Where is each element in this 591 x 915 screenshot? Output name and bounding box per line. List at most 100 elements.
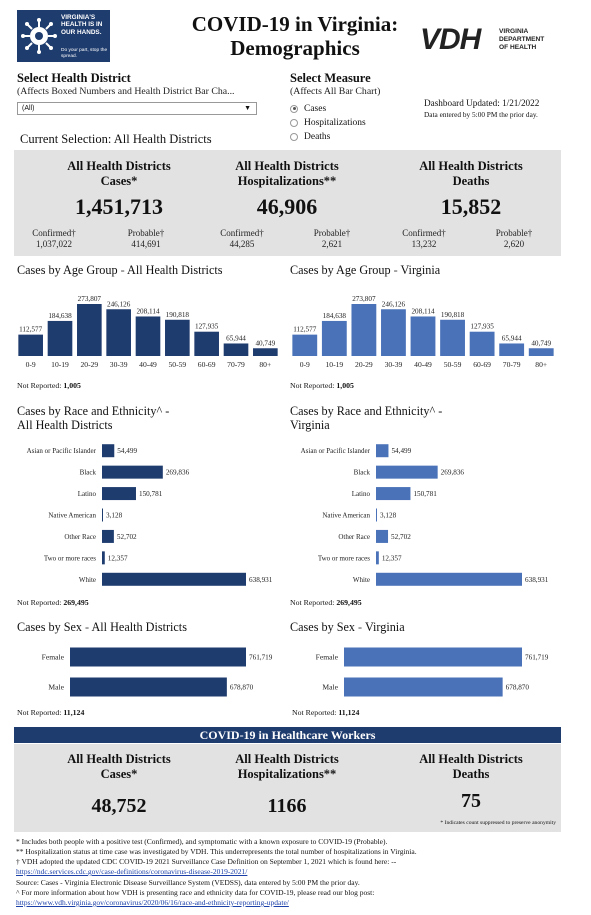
hospitalizations-stat: All Health Districts Hospitalizations** … bbox=[212, 159, 362, 220]
category-label: 60-69 bbox=[473, 360, 491, 369]
category-label: Latino bbox=[78, 490, 97, 498]
confirmed-value: 44,285 bbox=[229, 239, 255, 249]
bar bbox=[292, 334, 318, 356]
radio-selected-icon[interactable] bbox=[290, 104, 298, 113]
bar bbox=[47, 320, 73, 356]
measure-option-hospitalizations[interactable]: Hospitalizations bbox=[290, 116, 366, 129]
probable-label: Probable† bbox=[127, 228, 165, 238]
data-label: 761,719 bbox=[525, 654, 549, 662]
not-reported-label: Not Reported: bbox=[17, 708, 62, 717]
data-label: 208,114 bbox=[136, 307, 159, 315]
race-right-title: Cases by Race and Ethnicity^ - Virginia bbox=[290, 404, 442, 432]
hospitalizations-confirmed: Confirmed† 44,285 bbox=[212, 228, 272, 250]
hcw-hospitalizations-stat: All Health Districts Hospitalizations** … bbox=[212, 752, 362, 819]
footnote-cases: * Includes both people with a positive t… bbox=[16, 837, 388, 846]
deaths-stat: All Health Districts Deaths 15,852 bbox=[396, 159, 546, 220]
vdh-logo-text: VIRGINIA DEPARTMENT OF HEALTH bbox=[499, 28, 545, 51]
section-title-suffix: Virginia bbox=[364, 620, 405, 634]
data-label: 184,638 bbox=[48, 312, 72, 320]
section-title-line2: All Health Districts bbox=[17, 418, 113, 432]
data-label: 52,702 bbox=[117, 533, 137, 541]
data-label: 12,357 bbox=[382, 554, 402, 562]
current-selection: Current Selection: All Health Districts bbox=[20, 132, 212, 146]
data-label: 208,114 bbox=[411, 307, 434, 315]
data-label: 3,128 bbox=[106, 512, 123, 520]
category-label: 50-59 bbox=[168, 360, 186, 369]
category-label: Female bbox=[316, 653, 339, 662]
chevron-down-icon: ▼ bbox=[244, 105, 251, 112]
not-reported-label: Not Reported: bbox=[17, 598, 62, 607]
bar bbox=[376, 529, 389, 543]
vdh-logo-letters: VDH bbox=[420, 23, 481, 56]
data-label: 40,749 bbox=[255, 339, 275, 347]
data-label: 638,931 bbox=[525, 576, 549, 584]
district-select[interactable]: (All) ▼ bbox=[17, 102, 257, 115]
data-label: 638,931 bbox=[249, 576, 273, 584]
bar bbox=[376, 487, 411, 501]
probable-label: Probable† bbox=[313, 228, 351, 238]
category-label: Male bbox=[48, 683, 64, 692]
bar bbox=[376, 465, 438, 479]
not-reported-value: 11,124 bbox=[63, 708, 85, 717]
data-label: 273,807 bbox=[352, 295, 376, 303]
section-title-prefix: Cases by Sex bbox=[290, 620, 355, 634]
category-label: 20-29 bbox=[355, 360, 373, 369]
probable-value: 2,621 bbox=[321, 239, 343, 249]
confirmed-value: 13,232 bbox=[411, 239, 437, 249]
radio-icon[interactable] bbox=[290, 118, 298, 127]
hcw-cases-value: 48,752 bbox=[91, 795, 147, 817]
page-title: COVID-19 in Virginia: Demographics bbox=[150, 12, 440, 60]
district-filter-subtitle: (Affects Boxed Numbers and Health Distri… bbox=[17, 86, 235, 97]
section-title-dash: - bbox=[82, 620, 92, 634]
footnote-race-ethnicity: ^ For more information about how VDH is … bbox=[16, 888, 375, 897]
section-title-prefix: Cases by Age Group bbox=[17, 263, 118, 277]
section-title-dash: - bbox=[390, 263, 401, 277]
not-reported-value: 1,005 bbox=[63, 381, 81, 390]
data-label: 150,781 bbox=[139, 490, 163, 498]
stat-title: All Health Districts bbox=[419, 159, 523, 173]
data-label: 150,781 bbox=[413, 490, 437, 498]
bar bbox=[410, 316, 436, 356]
category-label: 50-59 bbox=[444, 360, 462, 369]
logo-subtext: Do your part, stop the spread. bbox=[61, 48, 108, 59]
bar bbox=[381, 309, 406, 356]
category-label: Female bbox=[42, 653, 65, 662]
category-label: Other Race bbox=[338, 533, 370, 541]
bar bbox=[102, 487, 136, 501]
hcw-deaths-stat: All Health Districts Deaths 75 bbox=[396, 752, 546, 814]
bar bbox=[376, 572, 522, 586]
race-ethnicity-blog-link[interactable]: https://www.vdh.virginia.gov/coronavirus… bbox=[16, 898, 289, 907]
not-reported-value: 269,495 bbox=[63, 598, 89, 607]
bar bbox=[102, 465, 163, 479]
category-label: 70-79 bbox=[503, 360, 521, 369]
measure-option-deaths[interactable]: Deaths bbox=[290, 130, 330, 143]
page-title-line2: Demographics bbox=[230, 36, 360, 60]
radio-icon[interactable] bbox=[290, 132, 298, 141]
hospitalizations-total: 46,906 bbox=[256, 194, 318, 219]
vdh-logo: VDH VIRGINIA DEPARTMENT OF HEALTH bbox=[420, 23, 560, 56]
stat-title: All Health Districts bbox=[67, 159, 171, 173]
section-title-dash: - bbox=[355, 620, 365, 634]
bar bbox=[102, 508, 103, 522]
measure-option-label: Hospitalizations bbox=[304, 117, 366, 128]
bar bbox=[344, 677, 503, 697]
deaths-probable: Probable† 2,620 bbox=[484, 228, 544, 250]
not-reported-label: Not Reported: bbox=[290, 598, 335, 607]
cdc-definition-link[interactable]: https://ndc.services.cdc.gov/case-defini… bbox=[16, 867, 248, 876]
confirmed-label: Confirmed† bbox=[32, 228, 76, 238]
measure-option-cases[interactable]: Cases bbox=[290, 102, 326, 115]
cases-confirmed: Confirmed† 1,037,022 bbox=[24, 228, 84, 250]
measure-option-label: Deaths bbox=[304, 131, 331, 142]
confirmed-value: 1,037,022 bbox=[36, 239, 72, 249]
cases-probable: Probable† 414,691 bbox=[116, 228, 176, 250]
category-label: Native American bbox=[322, 512, 370, 520]
sex-left-not-reported: Not Reported: 11,124 bbox=[17, 708, 84, 717]
bar bbox=[194, 331, 219, 356]
district-select-value: (All) bbox=[22, 105, 35, 112]
category-label: 0-9 bbox=[26, 360, 36, 369]
category-label: Male bbox=[322, 683, 338, 692]
data-label: 273,807 bbox=[78, 295, 102, 303]
deaths-confirmed: Confirmed† 13,232 bbox=[394, 228, 454, 250]
data-label: 246,126 bbox=[382, 300, 406, 308]
bar bbox=[351, 304, 377, 356]
